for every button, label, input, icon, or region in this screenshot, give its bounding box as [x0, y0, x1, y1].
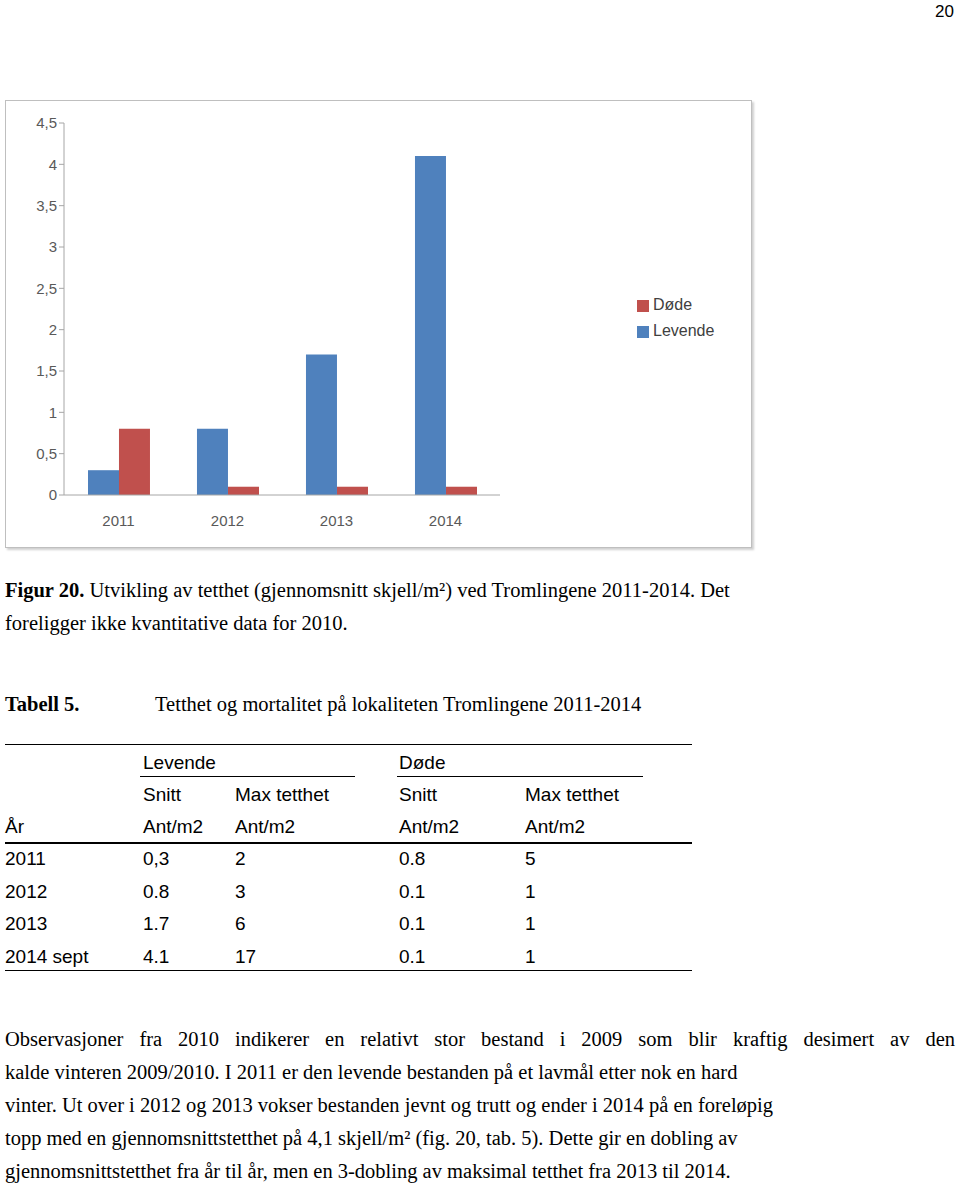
svg-text:0: 0	[49, 486, 57, 503]
html-text:2: 2	[235, 848, 246, 869]
html-text:Tetthet og mortalitet på lokal: Tetthet og mortalitet på lokaliteten Tro…	[155, 693, 642, 715]
svg-text:3,5: 3,5	[36, 197, 57, 214]
svg-text:1,5: 1,5	[36, 362, 57, 379]
html-text:Max tetthet: Max tetthet	[525, 784, 619, 805]
html-text:20: 20	[935, 2, 954, 21]
svg-text:2012: 2012	[211, 512, 244, 529]
svg-text:2011: 2011	[102, 512, 134, 529]
html-text:2012: 2012	[5, 881, 48, 902]
html-text:Døde: Døde	[399, 752, 446, 773]
html-text:1: 1	[525, 946, 536, 967]
html-text:Snitt: Snitt	[399, 784, 437, 805]
html-text:2014 sept: 2014 sept	[5, 946, 89, 967]
svg-text:1: 1	[49, 404, 57, 421]
html-text:0,3: 0,3	[143, 848, 170, 869]
html-text:Figur 20. Utvikling av tetthet: Figur 20. Utvikling av tetthet (gjennoms…	[5, 579, 730, 601]
html-text:2013: 2013	[5, 913, 48, 934]
svg-text:2: 2	[49, 321, 57, 338]
svg-text:0,5: 0,5	[36, 445, 57, 462]
html-text:Ant/m2: Ant/m2	[235, 816, 296, 837]
html-text:Tabell 5.: Tabell 5.	[5, 693, 80, 715]
html-text:1.7: 1.7	[143, 913, 170, 934]
html-text:0.1: 0.1	[399, 946, 426, 967]
html-text:Ant/m2: Ant/m2	[143, 816, 204, 837]
html-text:2011: 2011	[5, 848, 46, 869]
svg-text:2013: 2013	[320, 512, 353, 529]
html-text:4.1: 4.1	[143, 946, 170, 967]
html-text:Max tetthet: Max tetthet	[235, 784, 329, 805]
svg-text:4: 4	[49, 156, 57, 173]
html-text:År: År	[5, 816, 24, 837]
html-text:Levende: Levende	[143, 752, 216, 773]
html-text:6: 6	[235, 913, 246, 934]
svg-text:2014: 2014	[429, 512, 462, 529]
html-text:1: 1	[525, 881, 536, 902]
svg-text:2,5: 2,5	[36, 280, 57, 297]
html-text:0.8: 0.8	[399, 848, 426, 869]
svg-text:3: 3	[49, 238, 57, 255]
html-text:5: 5	[525, 848, 536, 869]
html-text:Snitt: Snitt	[143, 784, 181, 805]
html-text:0.8: 0.8	[143, 881, 170, 902]
html-text:topp med en gjennomsnittstetth: topp med en gjennomsnittstetthet på 4,1 …	[5, 1127, 738, 1149]
html-text:3: 3	[235, 881, 246, 902]
html-text:kalde vinteren 2009/2010. I 20: kalde vinteren 2009/2010. I 2011 er den …	[5, 1061, 738, 1083]
html-text:vinter. Ut over i 2012 og 2013: vinter. Ut over i 2012 og 2013 vokser be…	[5, 1094, 773, 1116]
html-text:Observasjoner fra 2010 indiker: Observasjoner fra 2010 indikerer en rela…	[5, 1028, 955, 1050]
html-text:17: 17	[235, 946, 257, 967]
html-text:Ant/m2: Ant/m2	[525, 816, 586, 837]
svg-text:4,5: 4,5	[36, 114, 57, 131]
html-text:Døde: Døde	[653, 296, 693, 313]
html-text:0.1: 0.1	[399, 881, 426, 902]
html-text:gjennomsnittstetthet fra år ti: gjennomsnittstetthet fra år til år, men …	[5, 1160, 731, 1182]
html-text:Ant/m2: Ant/m2	[399, 816, 460, 837]
html-text:foreligger ikke kvantitative d: foreligger ikke kvantitative data for 20…	[5, 612, 348, 634]
html-text:Levende: Levende	[653, 322, 715, 339]
html-text:1: 1	[525, 913, 536, 934]
html-text:0.1: 0.1	[399, 913, 426, 934]
